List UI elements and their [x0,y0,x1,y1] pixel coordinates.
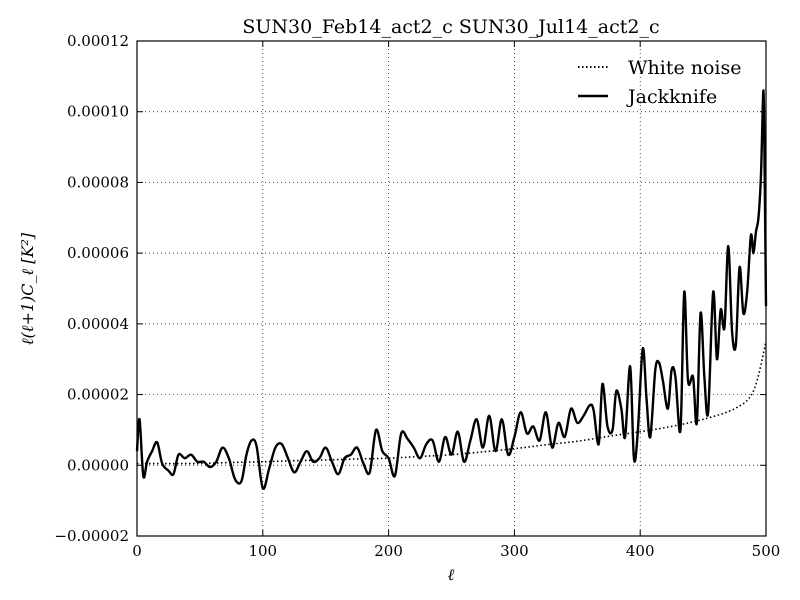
y-tick-label: 0.00004 [67,315,129,333]
series-line-jackknife [135,89,768,491]
x-tick-label: 400 [626,542,655,560]
legend: White noise Jackknife [578,57,742,108]
x-tick-label: 300 [500,542,529,560]
y-tick-label: 0.00006 [67,244,129,262]
grid [137,41,766,536]
plot-frame [136,40,767,537]
series-line-white-noise [137,341,767,465]
y-tick-label: −0.00002 [54,527,129,545]
x-axis-label: ℓ [448,565,455,584]
x-tick-label: 100 [248,542,277,560]
y-axis-label: ℓ(ℓ+1)C_ℓ [K²] [18,232,37,345]
y-tick-label: 0.00008 [67,173,129,191]
y-tick-label: 0.00010 [67,103,129,121]
plot-area [135,89,768,491]
legend-label-jackknife: Jackknife [626,86,717,108]
y-tick-label: 0.00000 [67,456,129,474]
x-tick-label: 500 [752,542,781,560]
y-tick-label: 0.00012 [67,32,129,50]
x-tick-label: 200 [374,542,403,560]
x-tick-label: 0 [132,542,142,560]
chart-title: SUN30_Feb14_act2_c SUN30_Jul14_act2_c [242,16,659,38]
axis-ticks: 0 100 200 300 400 500 −0.00002 0.00000 0.00002 0.… [54,32,780,560]
y-tick-label: 0.00002 [67,386,129,404]
legend-label-white-noise: White noise [628,57,742,79]
